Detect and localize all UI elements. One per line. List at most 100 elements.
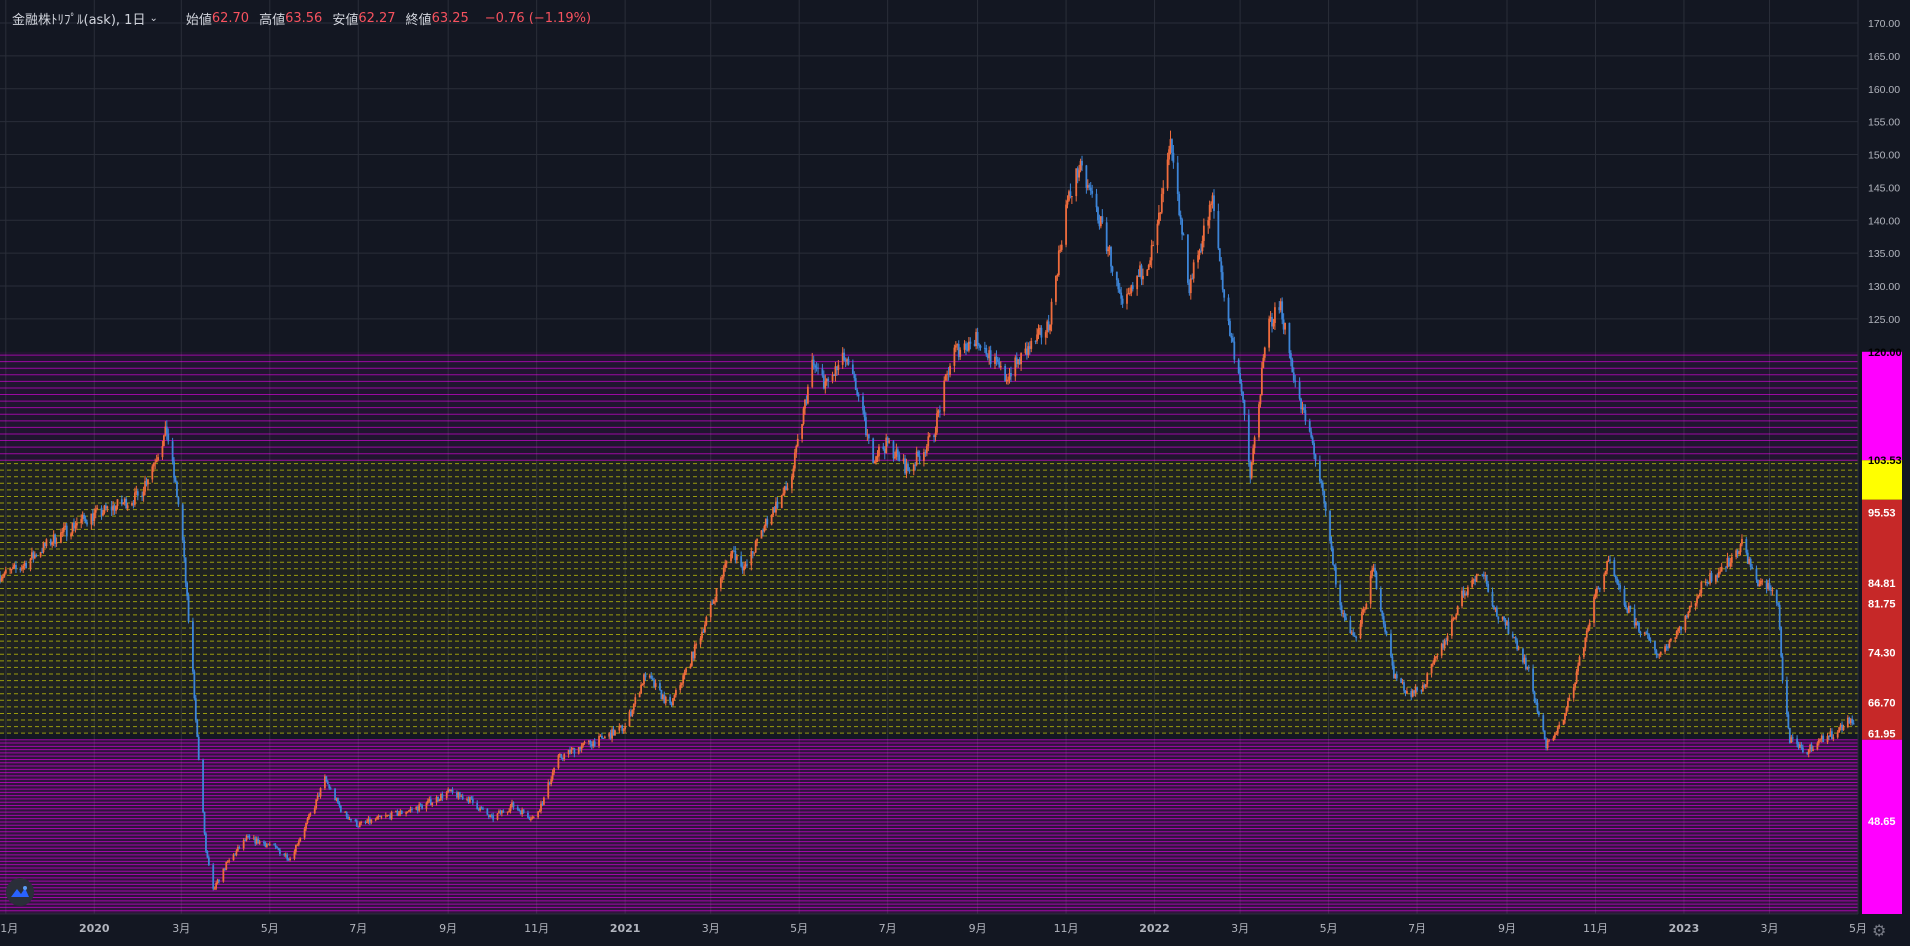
candle-body [967,341,970,351]
y-tick-label: 155.00 [1868,117,1900,129]
candle-body [135,491,138,493]
candle-body [1745,538,1748,553]
candle-body [631,710,634,716]
candle-body [988,350,991,359]
candle-body [1629,605,1632,609]
candle-body [1394,674,1397,679]
candle-body [492,815,495,820]
candle-body [856,389,859,395]
candle-body [1345,617,1347,621]
candle-body [695,644,698,646]
candle-body [1562,720,1565,725]
candle-body [33,554,36,559]
candle-body [1076,168,1079,178]
candle-body [1390,633,1392,657]
candle-body [1667,647,1669,649]
candle-body [1735,550,1738,557]
chevron-down-icon[interactable]: ⌄ [149,13,158,24]
candle-body [1098,220,1101,227]
candle-body [833,374,835,376]
candle-body [643,674,645,685]
candle-body [1710,573,1713,582]
candle-body [812,359,815,366]
candle-body [640,684,642,694]
candle-body [1020,353,1023,365]
candle-body [1188,282,1191,294]
candle-body [20,568,23,570]
candle-body [429,799,432,806]
candle-body [1118,289,1121,293]
candle-body [1066,200,1069,205]
candle-body [831,374,834,381]
candle-body [1127,293,1130,295]
candle-body [136,491,139,496]
candle-body [957,344,960,357]
candle-body [126,505,129,509]
candle-body [1749,558,1752,567]
candle-body [22,565,25,569]
candle-body [144,481,146,492]
tradingview-logo-icon[interactable] [6,878,34,906]
candle-body [1575,671,1578,683]
candle-body [470,797,473,799]
candle-body [1162,188,1165,194]
candle-body [1249,462,1252,478]
candle-body [1696,598,1698,604]
candle-body [479,807,481,811]
gear-icon[interactable]: ⚙ [1872,921,1887,940]
candle-body [1211,195,1214,204]
candle-body [1142,275,1144,280]
candle-body [511,802,513,807]
candle-body [1007,379,1009,381]
candle-body [1765,580,1768,589]
candle-body [113,505,116,511]
candle-body [983,347,986,349]
candle-body [1242,391,1244,400]
candle-body [274,844,277,847]
candle-body [115,506,117,511]
candle-body [680,683,683,686]
candle-body [223,868,226,870]
candle-body [1088,185,1091,188]
candle-body [1516,640,1519,650]
candle-body [1643,632,1646,634]
candle-body [1472,579,1475,581]
candle-body [949,365,951,375]
candle-body [187,596,190,622]
candle-body [1709,573,1711,584]
candle-body [1517,648,1520,650]
candle-body [904,458,906,474]
candle-body [54,534,57,544]
symbol-label[interactable]: 金融株ﾄﾘﾌﾟﾙ(ask), 1日 [12,13,146,28]
candle-body [621,725,624,731]
candle-body [915,451,918,465]
candle-body [1477,574,1479,576]
candle-body [601,735,603,738]
candle-body [1359,623,1362,639]
candle-body [682,675,685,684]
candle-body [1838,727,1841,733]
candle-body [1139,265,1141,277]
y-tick-label: 140.00 [1868,215,1900,227]
candle-body [247,835,249,837]
candle-body [1646,633,1649,635]
candle-body [1024,348,1027,354]
candle-body [1343,612,1346,618]
candle-body [1432,663,1434,665]
x-tick-label: 2021 [610,922,641,935]
candle-body [1281,301,1284,320]
candle-body [1258,404,1260,438]
candle-body [476,802,479,810]
candle-body [518,809,521,811]
candle-body [84,518,87,523]
candle-body [704,624,706,633]
candle-body [1091,190,1094,194]
candle-body [1259,395,1262,405]
candle-body [1588,622,1591,627]
candle-body [1018,359,1021,365]
candle-body [1594,593,1597,598]
candle-body [1597,587,1600,589]
candle-body [619,725,622,727]
